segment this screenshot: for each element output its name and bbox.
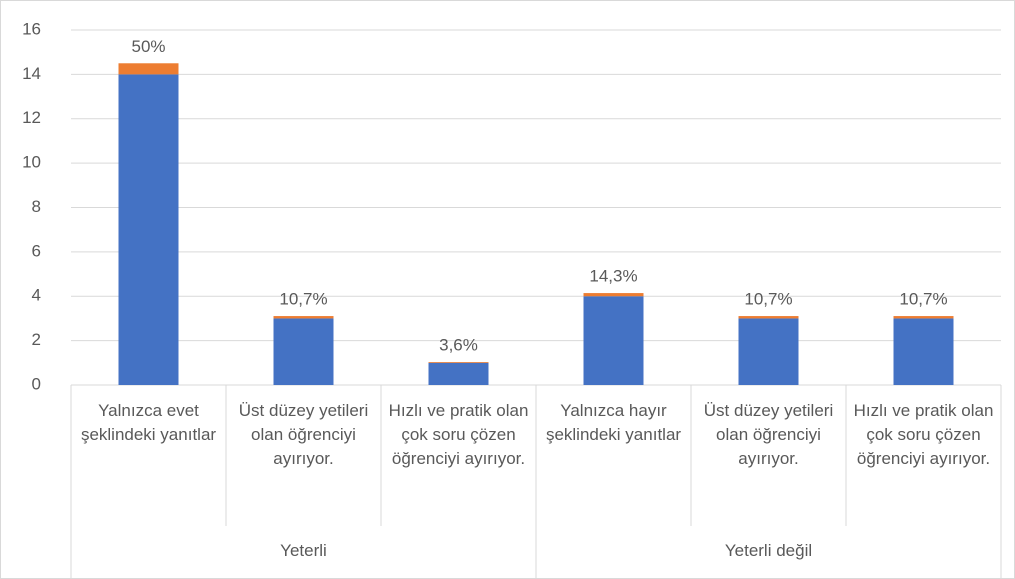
y-tick-label: 16 [22,19,41,38]
y-tick-label: 14 [22,64,41,83]
bar [118,74,179,385]
data-label: 3,6% [439,335,478,354]
y-tick-label: 2 [32,330,41,349]
x-tick-label: Yalnızca evet şeklindeki yanıtlar [80,401,217,444]
bar [738,318,799,385]
bar [118,63,179,75]
bar [583,293,644,297]
x-tick-label: Hızlı ve pratik olan çok soru çözen öğre… [853,401,994,468]
data-label: 10,7% [744,290,792,309]
x-tick-label: Üst düzey yetileri olan öğrenciyi ayırıy… [703,401,834,468]
x-tick-label: Üst düzey yetileri olan öğrenciyi ayırıy… [238,401,369,468]
y-tick-label: 4 [32,286,41,305]
x-tick-label: Yalnızca hayır şeklindeki yanıtlar [545,401,682,444]
data-label: 10,7% [899,290,947,309]
data-label: 10,7% [279,290,327,309]
group-label: Yeterli değil [724,541,813,560]
bar [273,316,334,319]
bar [428,362,489,385]
bar [273,318,334,385]
x-tick-label: Hızlı ve pratik olan çok soru çözen öğre… [388,401,529,468]
y-tick-label: 6 [32,241,41,260]
y-tick-label: 0 [32,374,41,393]
y-tick-label: 8 [32,197,41,216]
bar [428,362,489,363]
data-label: 14,3% [589,267,637,286]
group-label: Yeterli [280,541,327,560]
bar [583,296,644,385]
bar [893,316,954,319]
bar [893,318,954,385]
data-label: 50% [131,37,165,56]
bar [738,316,799,319]
y-tick-label: 12 [22,108,41,127]
y-tick-label: 10 [22,153,41,172]
